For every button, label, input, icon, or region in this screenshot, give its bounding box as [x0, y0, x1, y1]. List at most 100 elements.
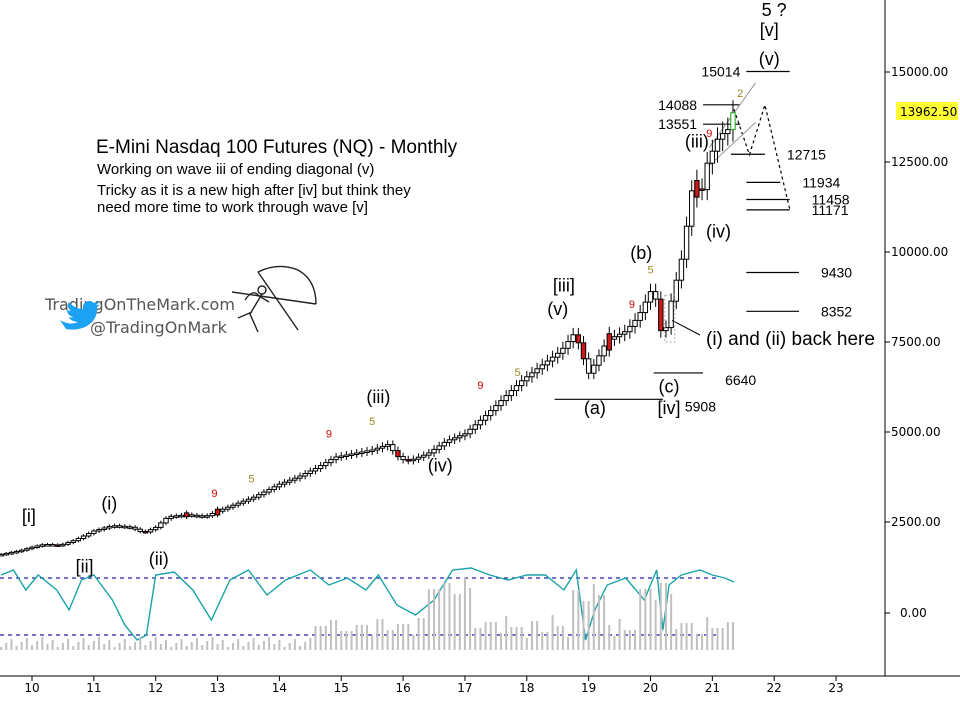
candle-body [214, 508, 221, 516]
level-label: 11934 [802, 174, 840, 190]
wave-label: (iii) [366, 387, 390, 407]
count-mark: 5 [249, 473, 255, 485]
candle-body [235, 502, 241, 506]
level-label: 15014 [701, 63, 740, 79]
price-tag-value: 13962.50 [900, 105, 957, 119]
candle-body [637, 312, 643, 321]
candle-body [555, 352, 561, 358]
wave-label: [ii] [76, 556, 94, 576]
candles-layer [0, 100, 736, 557]
candle-body [400, 456, 406, 461]
candle-body [488, 410, 494, 417]
candle-body [575, 334, 582, 344]
candle-body [230, 504, 236, 508]
count-mark: 9 [629, 299, 635, 311]
candle-body [524, 376, 530, 382]
candle-body [405, 459, 411, 462]
y-tick-label: 10000.00 [891, 245, 948, 259]
wave-label: [iv] [658, 398, 681, 418]
subtitle-line-1: Working on wave iii of ending diagonal (… [97, 161, 374, 178]
candle-body [137, 528, 143, 532]
annotation-box [664, 294, 676, 343]
candle-body [70, 540, 76, 544]
candle-body [0, 553, 4, 557]
candle-body [132, 526, 138, 530]
candle-body [446, 439, 453, 443]
candle-body [34, 545, 40, 548]
candle-body [467, 428, 473, 435]
candle-body [642, 301, 649, 314]
candle-body [60, 543, 66, 547]
y-tick-label: 5000.00 [891, 425, 941, 439]
candle-body [323, 462, 329, 467]
x-tick-label: 23 [828, 681, 843, 695]
annotation-arrow [671, 319, 701, 336]
candle-body [317, 465, 324, 470]
candle-body [384, 444, 391, 447]
candle-body [585, 358, 592, 374]
candle-body [379, 445, 386, 449]
y-tick-label: 2500.00 [891, 515, 941, 529]
labels-layer: [i] [ii] (i) (ii) (iii) (iv) [iii] (v) (a) (b) (c)… [22, 0, 787, 576]
count-mark: 5 [647, 265, 653, 277]
x-tick-label: 12 [148, 681, 163, 695]
candle-body [266, 488, 272, 493]
candle-body [106, 526, 113, 529]
candle-body [632, 319, 638, 327]
candle-body [147, 529, 154, 533]
candle-body [699, 188, 705, 191]
candle-body [462, 433, 468, 437]
candle-body [91, 530, 97, 534]
candle-body [220, 508, 226, 512]
x-tick-label: 14 [272, 681, 287, 695]
candle-body [24, 548, 30, 551]
level-label: 12715 [787, 146, 826, 162]
oscillator-line [0, 567, 735, 641]
candle-body [477, 419, 484, 426]
brand-twitter: @TradingOnMark [90, 318, 228, 337]
y-tick-label: 15000.00 [891, 65, 948, 79]
wave-label: (v) [547, 299, 568, 319]
candle-body [13, 550, 20, 554]
candle-body [482, 415, 489, 421]
candle-body [472, 424, 478, 430]
candle-body [348, 453, 355, 456]
candle-body [153, 526, 159, 531]
count-mark: 9 [477, 380, 483, 392]
y-tick-label: 7500.00 [891, 335, 941, 349]
x-tick-label: 15 [334, 681, 349, 695]
wave-label: [iii] [553, 276, 575, 296]
indicator-tick-label: 0.00 [900, 606, 927, 620]
candle-body [390, 444, 396, 452]
candle-body [209, 512, 216, 517]
candle-body [596, 355, 602, 366]
candle-body [163, 517, 169, 524]
x-tick-label: 10 [24, 681, 39, 695]
x-tick-label: 20 [643, 681, 658, 695]
wave-label: [v] [760, 20, 779, 40]
x-tick-label: 11 [86, 681, 101, 695]
wave-label: (iv) [706, 222, 731, 242]
annotation-i-ii: (i) and (ii) back here [706, 329, 875, 350]
diagonal-trendline-lower [708, 122, 756, 166]
candle-body [627, 325, 633, 333]
candle-body [245, 498, 252, 502]
candle-body [240, 500, 247, 504]
subtitle-line-3: need more time to work through wave [v] [97, 199, 368, 216]
candle-body [534, 368, 540, 374]
candle-body [328, 459, 334, 464]
count-mark: 9 [211, 488, 217, 500]
candle-body [55, 544, 61, 547]
x-tick-label: 21 [705, 681, 720, 695]
x-tick-label: 16 [395, 681, 410, 695]
candle-body [601, 345, 607, 357]
x-tick-label: 19 [581, 681, 596, 695]
candle-body [199, 515, 205, 518]
candle-body [436, 445, 442, 450]
candle-body [725, 129, 731, 135]
candle-body [580, 342, 587, 360]
count-mark: 9 [326, 428, 332, 440]
candle-body [111, 525, 118, 528]
